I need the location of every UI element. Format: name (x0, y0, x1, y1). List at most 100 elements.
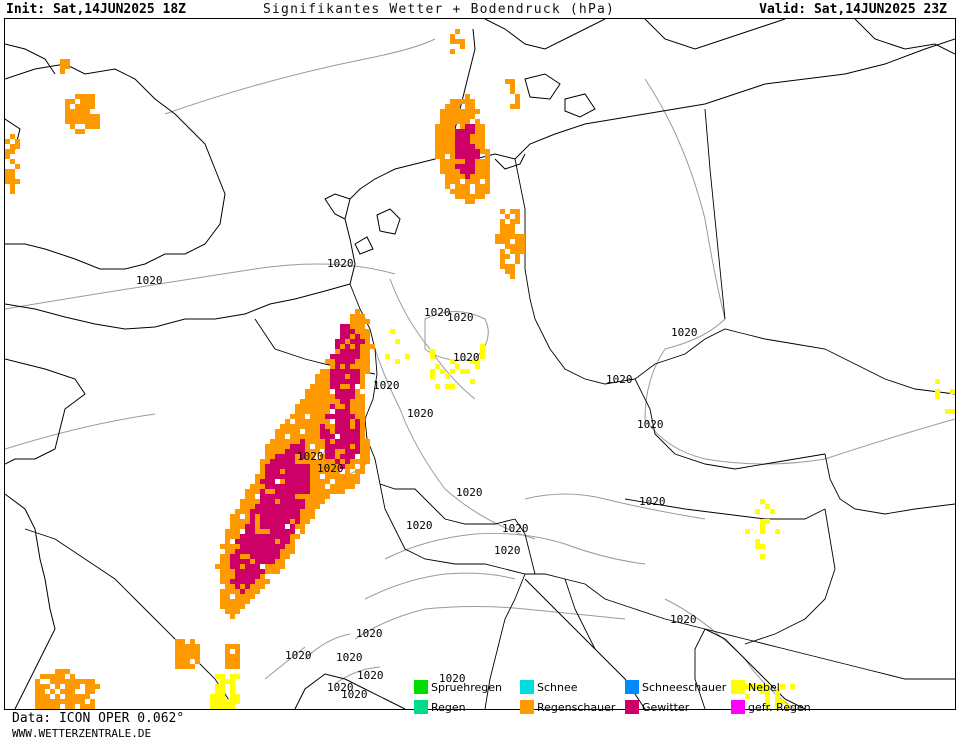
gewitter-area (295, 504, 300, 509)
regenschauer-area (55, 674, 60, 679)
regenschauer-area (275, 444, 280, 449)
regenschauer-area (315, 424, 320, 429)
regenschauer-area (440, 159, 445, 164)
regenschauer-area (90, 704, 95, 709)
regenschauer-area (475, 119, 480, 124)
regenschauer-area (255, 524, 260, 529)
gewitter-area (470, 159, 475, 164)
regenschauer-area (365, 329, 370, 334)
regenschauer-area (75, 684, 80, 689)
regenschauer-area (230, 599, 235, 604)
country-border (624, 498, 826, 520)
regenschauer-area (515, 249, 520, 254)
regenschauer-area (185, 644, 190, 649)
gewitter-area (470, 144, 475, 149)
regenschauer-area (285, 429, 290, 434)
legend-swatch (625, 700, 639, 714)
coastline (294, 673, 406, 709)
regenschauer-area (480, 139, 485, 144)
isobar-line (264, 646, 306, 680)
nebel-area (745, 529, 750, 534)
regenschauer-area (35, 699, 40, 704)
regenschauer-area (520, 244, 525, 249)
nebel-area (480, 354, 485, 359)
regenschauer-area (40, 704, 45, 709)
gewitter-area (300, 484, 305, 489)
gewitter-area (275, 494, 280, 499)
gewitter-area (245, 584, 250, 589)
regenschauer-area (320, 489, 325, 494)
regenschauer-area (230, 524, 235, 529)
nebel-area (430, 369, 435, 374)
nebel-area (760, 499, 765, 504)
regenschauer-area (280, 559, 285, 564)
regenschauer-area (315, 469, 320, 474)
nebel-area (470, 379, 475, 384)
gewitter-area (470, 169, 475, 174)
regenschauer-area (515, 239, 520, 244)
regenschauer-area (475, 159, 480, 164)
regenschauer-area (520, 234, 525, 239)
coastline-lines (5, 19, 955, 709)
regenschauer-area (175, 654, 180, 659)
regenschauer-area (250, 499, 255, 504)
regenschauer-area (340, 479, 345, 484)
country-border (484, 573, 526, 709)
regenschauer-area (300, 494, 305, 499)
regenschauer-area (320, 369, 325, 374)
gewitter-area (265, 474, 270, 479)
coastline (324, 193, 351, 220)
regenschauer-area (15, 144, 20, 149)
regenschauer-area (35, 689, 40, 694)
regenschauer-area (450, 189, 455, 194)
regenschauer-area (510, 244, 515, 249)
regenschauer-area (365, 454, 370, 459)
country-border (564, 578, 596, 650)
gewitter-area (265, 464, 270, 469)
regenschauer-area (265, 444, 270, 449)
nebel-area (760, 689, 765, 694)
regenschauer-area (180, 659, 185, 664)
gewitter-area (340, 374, 345, 379)
regenschauer-area (85, 124, 90, 129)
regenschauer-area (475, 109, 480, 114)
gewitter-area (235, 564, 240, 569)
regenschauer-area (70, 99, 75, 104)
regenschauer-area (360, 349, 365, 354)
regenschauer-area (305, 444, 310, 449)
regenschauer-area (240, 584, 245, 589)
regenschauer-area (450, 179, 455, 184)
gewitter-area (260, 534, 265, 539)
regenschauer-area (315, 404, 320, 409)
gewitter-area (345, 404, 350, 409)
gewitter-area (330, 369, 335, 374)
gewitter-area (235, 574, 240, 579)
gewitter-area (295, 479, 300, 484)
gewitter-area (350, 389, 355, 394)
regenschauer-area (310, 394, 315, 399)
regenschauer-area (260, 469, 265, 474)
regenschauer-area (65, 699, 70, 704)
regenschauer-area (350, 324, 355, 329)
gewitter-area (275, 554, 280, 559)
regenschauer-area (310, 469, 315, 474)
isobar-label: 1020 (439, 672, 466, 685)
regenschauer-area (220, 564, 225, 569)
regenschauer-area (450, 134, 455, 139)
regenschauer-area (245, 599, 250, 604)
nebel-area (230, 699, 235, 704)
regenschauer-area (360, 464, 365, 469)
regenschauer-area (235, 664, 240, 669)
gewitter-area (290, 524, 295, 529)
regenschauer-area (315, 429, 320, 434)
regenschauer-area (360, 364, 365, 369)
isobar-label: 1020 (637, 418, 664, 431)
regenschauer-area (335, 469, 340, 474)
regenschauer-area (50, 674, 55, 679)
regenschauer-area (305, 419, 310, 424)
regenschauer-area (485, 189, 490, 194)
gewitter-area (330, 404, 335, 409)
regenschauer-area (250, 589, 255, 594)
gewitter-area (340, 434, 345, 439)
nebel-area (760, 519, 765, 524)
